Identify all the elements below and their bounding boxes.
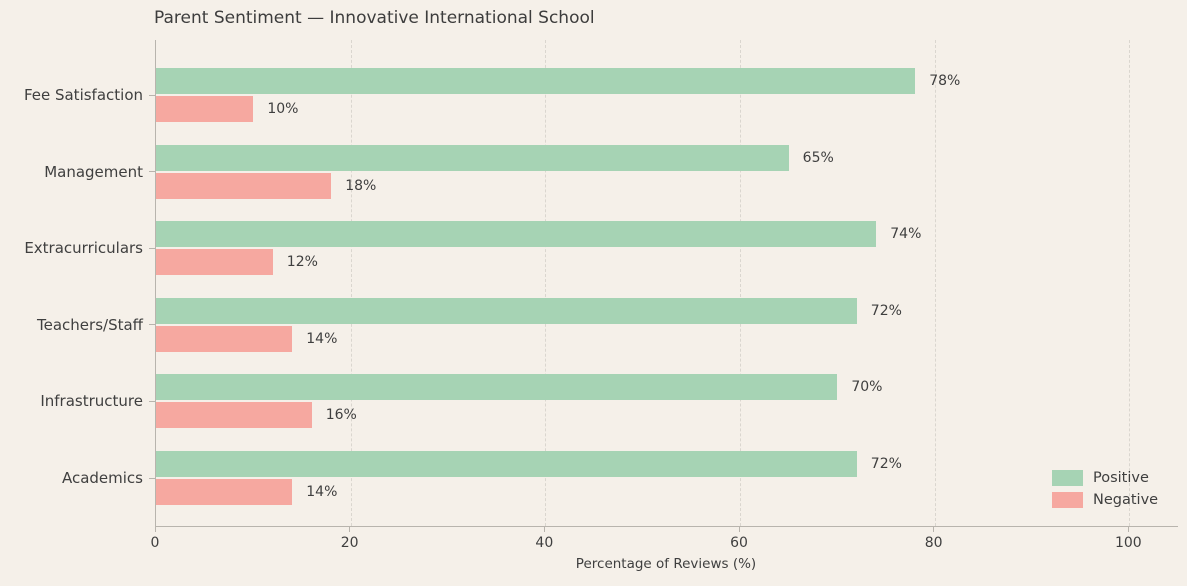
bar-value-label-positive-2: 74% <box>890 226 922 243</box>
x-tick-mark-20 <box>349 527 351 532</box>
chart-title: Parent Sentiment — Innovative Internatio… <box>154 8 595 28</box>
gridline-80 <box>934 40 936 526</box>
bar-positive-5 <box>156 451 857 477</box>
bar-value-label-negative-1: 18% <box>345 177 377 194</box>
x-tick-label-60: 60 <box>730 535 748 551</box>
bar-value-label-negative-0: 10% <box>267 101 299 117</box>
category-label-3: Teachers/Staff <box>37 315 143 334</box>
x-tick-label-80: 80 <box>924 535 943 551</box>
bar-negative-0 <box>156 96 254 122</box>
x-tick-label-40: 40 <box>535 535 554 551</box>
x-tick-label-0: 0 <box>150 535 160 551</box>
bar-negative-1 <box>156 172 332 199</box>
legend-item-negative: Negative <box>1052 489 1158 511</box>
bar-value-label-positive-1: 65% <box>802 149 834 166</box>
bar-positive-4 <box>156 374 838 401</box>
bar-value-label-positive-3: 72% <box>870 302 902 319</box>
bar-value-label-negative-4: 16% <box>325 407 357 424</box>
bar-negative-4 <box>156 402 312 429</box>
category-label-2: Extracurriculars <box>24 239 143 258</box>
y-tick-mark-3 <box>149 324 155 326</box>
plot-area: 78% 10% 65% 18% 74% 12% 72% 14% 70% 16% 72% 14% <box>155 40 1178 527</box>
x-tick-mark-80 <box>933 527 935 532</box>
x-tick-mark-100 <box>1127 527 1130 532</box>
bar-positive-1 <box>156 144 789 171</box>
x-tick-mark-60 <box>738 527 740 532</box>
y-tick-mark-4 <box>149 400 155 403</box>
positive-swatch-icon <box>1052 470 1083 486</box>
bar-negative-3 <box>156 325 293 352</box>
legend-label-negative: Negative <box>1093 492 1159 508</box>
bar-negative-5 <box>156 479 293 505</box>
bar-positive-3 <box>156 297 857 324</box>
bar-negative-2 <box>156 249 273 276</box>
bar-positive-0 <box>156 68 916 94</box>
category-label-5: Academics <box>61 469 143 487</box>
x-tick-label-20: 20 <box>340 535 359 551</box>
category-label-0: Fee Satisfaction <box>23 86 143 104</box>
legend-label-positive: Positive <box>1093 470 1149 486</box>
y-tick-mark-2 <box>149 247 155 249</box>
bar-value-label-positive-4: 70% <box>851 379 883 396</box>
y-tick-mark-5 <box>149 477 155 479</box>
bar-value-label-negative-5: 14% <box>306 484 338 500</box>
x-axis-label: Percentage of Reviews (%) <box>575 556 757 572</box>
category-label-1: Management <box>44 162 143 181</box>
bar-value-label-positive-5: 72% <box>870 456 902 472</box>
bar-value-label-negative-3: 14% <box>306 330 338 347</box>
y-tick-mark-0 <box>149 94 155 96</box>
legend-item-positive: Positive <box>1052 467 1158 489</box>
bar-value-label-negative-2: 12% <box>286 254 318 271</box>
bar-value-label-positive-0: 78% <box>929 73 961 89</box>
x-tick-mark-0 <box>154 527 156 532</box>
legend: Positive Negative <box>1052 467 1158 511</box>
category-label-4: Infrastructure <box>40 392 143 411</box>
bar-positive-2 <box>156 221 877 248</box>
y-tick-mark-1 <box>149 171 155 173</box>
gridline-100 <box>1129 40 1131 526</box>
x-tick-mark-40 <box>543 527 546 532</box>
gridline-40 <box>545 40 547 526</box>
gridline-60 <box>740 40 741 526</box>
x-tick-label-100: 100 <box>1114 535 1142 551</box>
gridline-20 <box>350 40 352 526</box>
negative-swatch-icon <box>1052 492 1083 508</box>
